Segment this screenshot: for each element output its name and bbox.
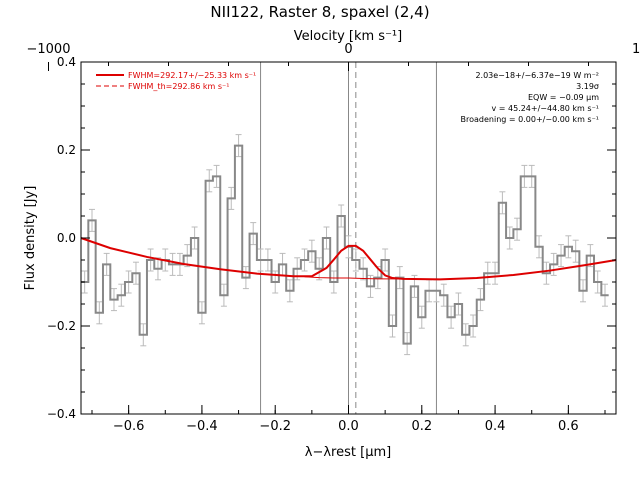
annotation-sigma: 3.19σ [576, 82, 599, 91]
x-tick-label: 0.2 [411, 419, 432, 434]
x-tick-label: 0.4 [485, 419, 506, 434]
fit-curve-total [80, 237, 617, 281]
top-tick-label: −1000 [27, 42, 71, 57]
flux-step-series [81, 134, 609, 356]
x-tick-label: −0.4 [186, 419, 218, 434]
y-tick-label: 0.0 [57, 231, 76, 245]
annotation-flux: 2.03e−18+/−6.37e−19 W m⁻² [475, 71, 599, 80]
x-tick-label: 0.0 [338, 419, 359, 434]
annotation-eqw: EQW = −0.09 μm [528, 93, 599, 102]
x-tick-label: 0.6 [558, 419, 579, 434]
legend-entry-fit: FWHM=292.17+/−25.33 km s⁻¹ [128, 71, 256, 80]
y-tick-label: −0.2 [47, 319, 76, 333]
y-tick-label: 0.2 [57, 143, 76, 157]
axes: −0.6 −0.4 −0.2 0.0 0.2 0.4 0.6 −1000 0 1000 −0.4 −0… [27, 42, 640, 434]
y-tick-label: 0.4 [57, 55, 76, 69]
annotation-velocity: v = 45.24+/−44.80 km s⁻¹ [491, 104, 599, 113]
y-axis-label: Flux density [Jy] [23, 186, 38, 291]
legend-entry-thermal: FWHM_th=292.86 km s⁻¹ [128, 82, 229, 91]
top-tick-label: 0 [344, 42, 352, 57]
x-tick-label: −0.2 [259, 419, 291, 434]
y-tick-label: −0.4 [47, 407, 76, 421]
x-axis-label: λ−λrest [μm] [305, 445, 391, 460]
annotation-broadening: Broadening = 0.00+/−0.00 km s⁻¹ [461, 115, 599, 124]
legend: FWHM=292.17+/−25.33 km s⁻¹ FWHM_th=292.8… [96, 71, 256, 91]
flux-step-line [81, 144, 609, 345]
x-tick-label: −0.6 [113, 419, 145, 434]
top-tick-label: 1000 [632, 42, 640, 57]
top-axis-label: Velocity [km s⁻¹] [294, 29, 402, 44]
fit-curves [80, 237, 617, 281]
chart-title: NII122, Raster 8, spaxel (2,4) [210, 3, 429, 21]
fit-curve-thermal [304, 276, 408, 280]
fit-annotations: 2.03e−18+/−6.37e−19 W m⁻² 3.19σ EQW = −0… [461, 71, 600, 124]
